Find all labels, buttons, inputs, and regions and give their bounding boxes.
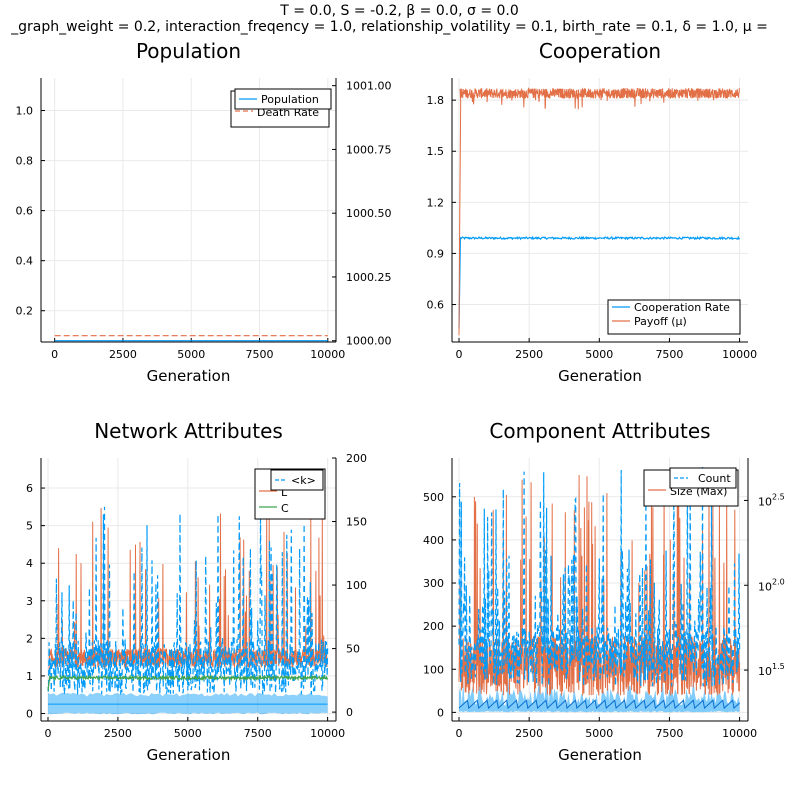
band-count <box>459 673 740 713</box>
y2-tick-label: 102.0 <box>758 577 785 593</box>
y2-tick-label: 50 <box>346 643 360 656</box>
y-tick-label: 0.8 <box>16 155 34 168</box>
x-tick-label: 10000 <box>722 727 757 740</box>
y2-tick-exponent: 1.5 <box>772 662 785 671</box>
y-tick-label: 0.2 <box>16 305 34 318</box>
legend-label: Payoff (μ) <box>634 315 687 328</box>
x-tick-label: 10000 <box>310 348 345 361</box>
series-count <box>458 466 741 687</box>
y2-tick-label: 1000.50 <box>346 207 392 220</box>
y-tick-label: 4 <box>26 557 33 570</box>
y2-tick-label: 102.5 <box>758 492 785 508</box>
x-tick-label: 0 <box>456 348 463 361</box>
y-tick-label: 1 <box>26 670 33 683</box>
x-tick-label: 2500 <box>104 727 132 740</box>
legend: LC <k> <box>254 468 326 520</box>
series-size-max <box>458 474 741 696</box>
x-tick-label: 0 <box>456 727 463 740</box>
x-tick-label: 7500 <box>655 348 683 361</box>
x-tick-label: 10000 <box>722 348 757 361</box>
y-tick-label: 0.6 <box>427 299 445 312</box>
y-tick-label: 1.8 <box>427 94 445 107</box>
x-axis-label: Generation <box>558 746 642 764</box>
legend-label: Population <box>261 93 319 106</box>
y-tick-label: 0.6 <box>16 205 34 218</box>
legend-box-right <box>234 88 332 110</box>
x-tick-label: 0 <box>44 727 51 740</box>
y2-tick-label: 1000.25 <box>346 271 392 284</box>
y-tick-label: 6 <box>26 482 33 495</box>
y-tick-label: 2 <box>26 632 33 645</box>
chart-title: Population <box>136 39 241 63</box>
x-axis-label: Generation <box>558 367 642 385</box>
series-payoff <box>458 87 740 336</box>
y-tick-label: 200 <box>423 620 444 633</box>
x-tick-label: 2500 <box>515 727 543 740</box>
y2-tick-label: 100 <box>346 579 367 592</box>
y-tick-label: 1.0 <box>16 105 34 118</box>
y2-tick-exponent: 2.0 <box>772 577 785 586</box>
x-tick-label: 5000 <box>585 348 613 361</box>
legend-box-right <box>270 469 324 491</box>
y-tick-label: 5 <box>26 520 33 533</box>
x-tick-label: 0 <box>51 348 58 361</box>
y-tick-label: 400 <box>423 534 444 547</box>
y-tick-label: 0 <box>437 706 444 719</box>
x-tick-label: 7500 <box>244 727 272 740</box>
y2-tick-label: 1000.75 <box>346 143 392 156</box>
x-tick-label: 5000 <box>177 348 205 361</box>
x-axis-label: Generation <box>147 367 231 385</box>
x-tick-label: 10000 <box>310 727 345 740</box>
legend-label: <k> <box>291 474 316 487</box>
y-tick-label: 0.4 <box>16 255 34 268</box>
legend-label: C <box>281 502 289 515</box>
legend: Size (Max)Count <box>643 467 739 507</box>
legend-box <box>607 299 741 335</box>
figure-subtitle: _graph_weight = 0.2, interaction_freqenc… <box>11 19 768 35</box>
figure-title: T = 0.0, S = -0.2, β = 0.0, σ = 0.0 <box>280 3 519 19</box>
x-tick-label: 2500 <box>515 348 543 361</box>
chart-title: Network Attributes <box>94 419 283 443</box>
y2-tick-label: 150 <box>346 516 367 529</box>
y-tick-label: 3 <box>26 595 33 608</box>
series-cooperation-rate <box>458 235 741 329</box>
x-axis-label: Generation <box>147 746 231 764</box>
y2-tick-label: 0 <box>346 706 353 719</box>
y-tick-label: 0 <box>26 707 33 720</box>
y-tick-label: 0.9 <box>427 247 445 260</box>
series-count-mean <box>458 699 740 710</box>
x-tick-label: 2500 <box>109 348 137 361</box>
legend-label: L <box>281 486 288 499</box>
chart-title: Cooperation <box>539 39 661 63</box>
y-tick-label: 500 <box>423 491 444 504</box>
legend-label: Count <box>698 472 731 485</box>
chart-title: Component Attributes <box>489 419 710 443</box>
legend-label: Cooperation Rate <box>634 301 730 314</box>
panel-population: Population 0 2500 5000 7500 10000 0.2 0.4 0.6 0.8… <box>16 39 392 385</box>
x-tick-label: 7500 <box>655 727 683 740</box>
series-C <box>47 674 329 691</box>
y-tick-label: 100 <box>423 663 444 676</box>
y-tick-label: 1.2 <box>427 196 445 209</box>
y2-tick-label: 1001.00 <box>346 80 392 93</box>
y2-tick-label: 101.5 <box>758 662 785 678</box>
y-tick-label: 1.5 <box>427 145 445 158</box>
panel-cooperation: Cooperation 0 2500 5000 7500 10000 0.6 0.9 1.2 1.… <box>427 39 758 385</box>
y-tick-label: 300 <box>423 577 444 590</box>
x-tick-label: 5000 <box>585 727 613 740</box>
x-tick-label: 7500 <box>246 348 274 361</box>
y2-tick-exponent: 2.5 <box>772 492 785 501</box>
series-k <box>47 506 329 695</box>
panel-component-attributes: Component Attributes 0 2500 5000 7500 10000 0 1… <box>423 419 785 764</box>
y2-tick-label: 200 <box>346 452 367 465</box>
y2-tick-label: 1000.00 <box>346 335 392 348</box>
legend-box-right <box>669 467 737 489</box>
x-tick-label: 5000 <box>174 727 202 740</box>
